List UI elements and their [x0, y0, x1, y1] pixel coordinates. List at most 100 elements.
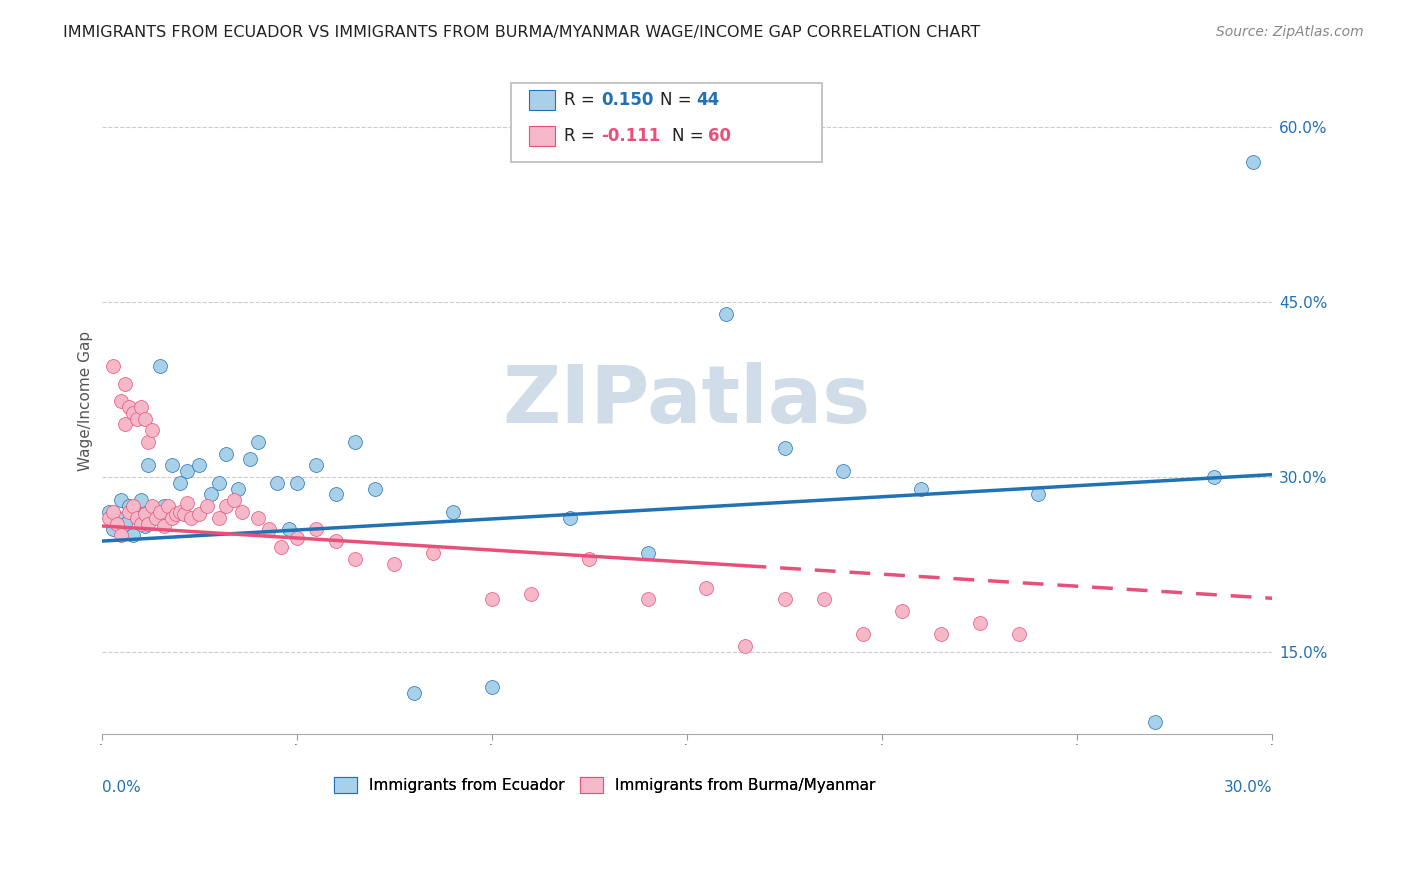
Point	[156, 499, 179, 513]
Point	[325, 534, 347, 549]
Point	[114, 376, 136, 391]
Point	[188, 458, 211, 473]
Text: N =: N =	[672, 128, 709, 145]
Point	[734, 639, 756, 653]
Point	[266, 475, 288, 490]
Point	[1144, 714, 1167, 729]
Point	[195, 499, 218, 513]
Point	[441, 505, 464, 519]
Point	[173, 508, 195, 522]
Point	[929, 627, 952, 641]
Point	[110, 394, 132, 409]
Point	[208, 475, 231, 490]
Point	[481, 592, 503, 607]
Point	[114, 516, 136, 531]
Point	[141, 423, 163, 437]
Point	[246, 510, 269, 524]
Point	[165, 508, 187, 522]
Text: IMMIGRANTS FROM ECUADOR VS IMMIGRANTS FROM BURMA/MYANMAR WAGE/INCOME GAP CORRELA: IMMIGRANTS FROM ECUADOR VS IMMIGRANTS FR…	[63, 25, 980, 40]
Point	[520, 586, 543, 600]
Point	[129, 516, 152, 531]
Point	[481, 680, 503, 694]
Point	[121, 406, 143, 420]
Text: -0.111: -0.111	[602, 128, 661, 145]
Point	[1026, 487, 1049, 501]
Point	[114, 417, 136, 432]
Point	[890, 604, 912, 618]
FancyBboxPatch shape	[529, 127, 554, 146]
Point	[145, 510, 167, 524]
Point	[125, 508, 148, 522]
Point	[1007, 627, 1029, 641]
Text: 30.0%: 30.0%	[1223, 780, 1272, 795]
Point	[188, 508, 211, 522]
Point	[578, 551, 600, 566]
Point	[134, 519, 156, 533]
Point	[169, 505, 191, 519]
Point	[105, 516, 128, 531]
Point	[138, 458, 160, 473]
Point	[200, 487, 222, 501]
Point	[246, 434, 269, 449]
Point	[382, 558, 405, 572]
Point	[121, 499, 143, 513]
Point	[714, 307, 737, 321]
Point	[125, 411, 148, 425]
Point	[305, 523, 328, 537]
Point	[141, 499, 163, 513]
Point	[103, 359, 125, 373]
Point	[125, 510, 148, 524]
Point	[134, 508, 156, 522]
Point	[422, 546, 444, 560]
FancyBboxPatch shape	[529, 90, 554, 111]
Point	[969, 615, 991, 630]
Point	[138, 516, 160, 531]
Point	[344, 434, 367, 449]
Text: 44: 44	[696, 92, 720, 110]
Point	[851, 627, 873, 641]
Point	[110, 493, 132, 508]
Point	[180, 510, 202, 524]
Point	[103, 523, 125, 537]
Point	[160, 510, 183, 524]
Point	[153, 499, 176, 513]
Point	[558, 510, 581, 524]
Text: 60: 60	[709, 128, 731, 145]
Point	[773, 592, 796, 607]
Point	[910, 482, 932, 496]
Text: N =: N =	[659, 92, 697, 110]
Point	[239, 452, 262, 467]
Point	[160, 458, 183, 473]
Y-axis label: Wage/Income Gap: Wage/Income Gap	[79, 331, 93, 471]
Point	[208, 510, 231, 524]
Text: 0.150: 0.150	[602, 92, 654, 110]
Point	[129, 493, 152, 508]
Point	[832, 464, 855, 478]
Point	[226, 482, 249, 496]
Text: 0.0%: 0.0%	[101, 780, 141, 795]
Point	[138, 434, 160, 449]
Point	[149, 359, 172, 373]
Point	[285, 475, 308, 490]
Text: ZIPatlas: ZIPatlas	[503, 362, 872, 440]
Point	[141, 510, 163, 524]
Point	[259, 523, 281, 537]
Text: R =: R =	[564, 92, 600, 110]
Point	[215, 499, 238, 513]
Text: Source: ZipAtlas.com: Source: ZipAtlas.com	[1216, 25, 1364, 39]
Point	[695, 581, 717, 595]
Point	[637, 592, 659, 607]
Point	[215, 447, 238, 461]
Point	[285, 531, 308, 545]
Point	[98, 510, 121, 524]
Point	[637, 546, 659, 560]
Point	[224, 493, 246, 508]
Point	[176, 464, 198, 478]
Point	[98, 505, 121, 519]
Point	[364, 482, 387, 496]
Point	[105, 510, 128, 524]
Point	[813, 592, 835, 607]
Point	[169, 475, 191, 490]
Point	[402, 686, 425, 700]
Point	[270, 540, 292, 554]
